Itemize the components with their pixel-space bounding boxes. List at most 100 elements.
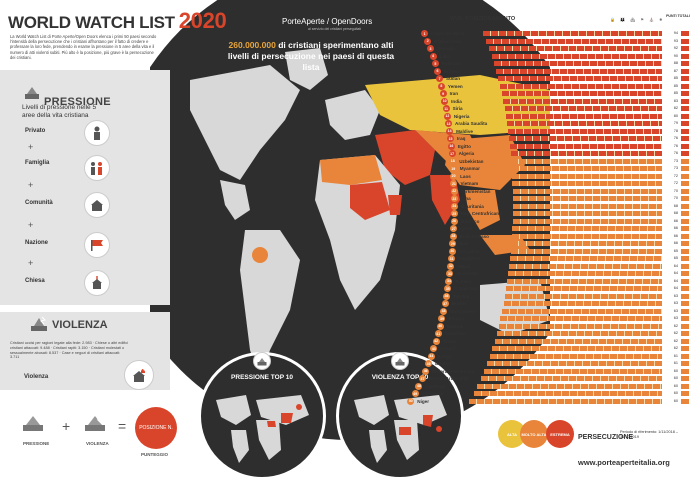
rank-level-swatch [681, 308, 689, 314]
rank-score: 63 [673, 308, 678, 313]
rank-score: 62 [673, 338, 678, 343]
rank-level-swatch [681, 83, 689, 89]
rank-level-swatch [681, 106, 689, 111]
ranking-category-icons: 🔒 👪 🏘 ⚑ ⛪ ✸ [610, 17, 665, 22]
level-private: Privato [25, 128, 46, 134]
org-tagline: al servizio dei cristiani perseguitati [308, 27, 362, 31]
ranking-row: 24 Mauritania [450, 202, 484, 210]
rank-number: 31 [448, 255, 456, 262]
rank-score: 93 [673, 38, 678, 43]
rank-level-swatch [681, 233, 689, 239]
rank-pressure-bar [511, 241, 662, 246]
horn-of-africa [388, 195, 402, 215]
rank-score: 62 [673, 346, 678, 350]
ranking-row: 5 Pakistan [431, 60, 461, 67]
rank-pressure-bar [512, 196, 662, 201]
level-nation: Nazione [25, 240, 49, 246]
rank-number: 10 [441, 97, 449, 105]
legend-very-high: MOLTO ALTA [520, 420, 548, 448]
pressure-top10-icon [253, 352, 271, 370]
rank-level-swatch [681, 203, 689, 209]
plus-icon: + [28, 180, 34, 190]
ranking-row: 12 Nigeria [443, 112, 469, 120]
world-map-svg [110, 0, 590, 440]
ranking-row: 41 Colombia [434, 330, 466, 337]
rank-country-name: Sri Lanka [458, 248, 480, 254]
ranking-row: 10 India [441, 97, 462, 105]
ranking-row: 27 Qatar [450, 225, 472, 232]
rank-pressure-bar [494, 338, 662, 344]
rank-number: 30 [448, 247, 456, 255]
rank-country-name: Algeria [458, 151, 475, 156]
violence-title: VIOLENZA [52, 319, 108, 331]
rank-pressure-bar [512, 188, 662, 194]
rank-number: 28 [449, 232, 457, 240]
ranking-score-header: PUNTI TOTALI [666, 14, 690, 18]
rank-score: 65 [673, 248, 678, 253]
rank-number: 43 [430, 345, 438, 352]
website-link[interactable]: www.porteaperteitalia.org [578, 458, 670, 467]
rank-number: 32 [447, 262, 455, 270]
rank-level-swatch [681, 338, 689, 344]
ranking-row: 35 Kazakistan [444, 285, 478, 292]
rank-country-name: India [451, 98, 462, 104]
rank-level-swatch [681, 271, 689, 276]
rank-country-name: Yemen [447, 83, 463, 89]
rank-score: 62 [673, 323, 678, 328]
rank-score: 90 [673, 53, 678, 58]
ranking-row: 6 Eritrea [434, 67, 459, 75]
rank-pressure-bar [496, 68, 662, 74]
rank-country-name: Pakistan [441, 61, 461, 66]
ranking-row: 8 Yemen [437, 82, 463, 90]
ranking-row: 39 Etiopia [438, 315, 464, 322]
rank-score: 62 [673, 331, 678, 335]
rank-level-swatch [681, 91, 689, 96]
russia [365, 75, 550, 135]
rank-score: 80 [673, 113, 678, 118]
rank-score: 87 [673, 68, 678, 73]
rank-number: 48 [415, 382, 423, 390]
ranking-row: 16 Egitto [447, 142, 471, 150]
rank-level-swatch [681, 173, 689, 179]
rank-country-name: Camerun [425, 383, 446, 389]
flag-icon [84, 232, 110, 258]
ranking-row: 33 Giordania [446, 270, 478, 277]
community-icon [84, 192, 110, 218]
rank-number: 22 [450, 187, 458, 195]
rank-score: 63 [673, 293, 678, 298]
rank-pressure-bar [504, 106, 662, 111]
rank-number: 9 [439, 90, 447, 97]
central-america [220, 180, 250, 220]
rank-level-swatch [681, 248, 689, 254]
rank-number: 13 [445, 120, 453, 127]
rank-level-swatch [681, 31, 689, 36]
rank-number: 49 [411, 390, 419, 397]
rank-country-name: Federazione Russa [432, 368, 475, 374]
rank-score: 68 [673, 203, 678, 208]
rank-country-name: Emirati Arabi Uniti [428, 376, 469, 381]
rank-country-name: Vietnam [460, 181, 479, 186]
rank-country-name: Malesia [446, 323, 464, 329]
rank-score: 61 [673, 353, 678, 358]
rank-country-name: Qatar [460, 226, 473, 231]
plus-icon: + [28, 142, 34, 152]
period-text: Periodo di riferimento: 1/11/2018 – 31/1… [620, 430, 678, 439]
rank-pressure-bar [511, 158, 662, 164]
rank-number: 8 [437, 82, 445, 90]
ranking-row: 29 Mali [449, 240, 468, 247]
pressure-top10-map [198, 352, 326, 480]
rank-pressure-bar [512, 211, 662, 216]
rank-pressure-bar [496, 331, 662, 336]
ranking-row: 26 Marocco [450, 217, 479, 225]
rank-pressure-bar [493, 61, 662, 66]
ranking-row: 42 Oman [432, 337, 456, 345]
rank-country-name: Somalia [436, 46, 455, 51]
rank-country-name: Bangladesh [450, 308, 477, 314]
rank-pressure-bar [508, 128, 662, 134]
pressure-mini-svg [216, 395, 309, 463]
ranking-row: 31 Tagikistan [448, 255, 481, 262]
rank-number: 45 [425, 360, 433, 367]
rank-pressure-bar [503, 98, 662, 104]
ranking-row: 13 Arabia Saudita [445, 120, 487, 127]
rank-number: 44 [427, 352, 435, 360]
